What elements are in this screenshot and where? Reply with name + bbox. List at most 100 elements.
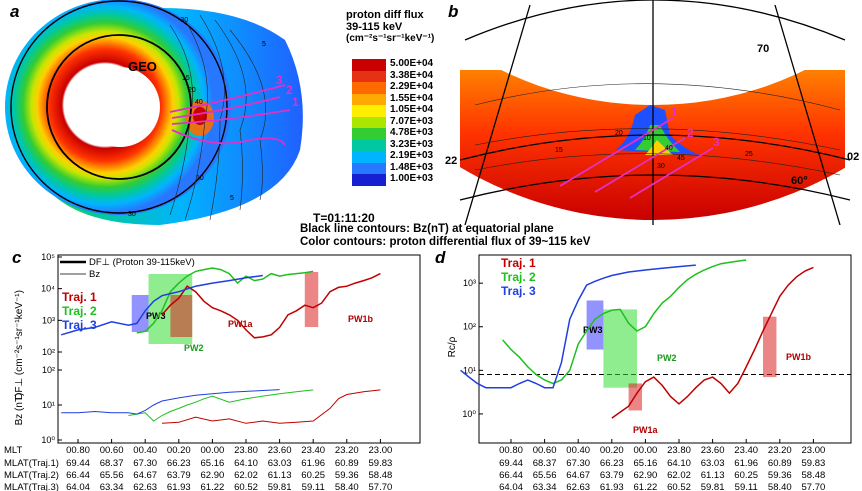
mlt-table-cell: 00.80 [499, 445, 523, 456]
mlt-table-cell: 59.81 [701, 482, 725, 491]
mlt-table-cell: 59.36 [768, 470, 792, 481]
mlt-table-cell: 62.90 [634, 470, 658, 481]
mlt-table-cell: 58.48 [369, 470, 393, 481]
panel-a-label: a [10, 2, 20, 21]
colorbar-tick-label: 7.07E+03 [390, 115, 434, 127]
y-tick-label: 10⁰ [41, 435, 55, 445]
mlt-table-cell: 23.20 [335, 445, 359, 456]
colorbar-tick-label: 3.38E+04 [390, 69, 434, 81]
legend-df-label: DF⊥ (Proton 39-115keV) [89, 257, 195, 268]
trajectory-lines [169, 84, 291, 146]
bz-series-traj-3 [61, 389, 280, 415]
colorbar-tick-label: 1.48E+03 [390, 161, 434, 173]
inner-hole [80, 67, 160, 147]
colorbar-title-line: 39-115 keV [346, 21, 403, 33]
mlt-table-cell: 65.16 [634, 458, 658, 469]
y-axis-label: Rc/ρ [447, 336, 458, 357]
mlt-table-cell: 60.52 [234, 482, 258, 491]
panel-c-chart: c 10² 10³ 10⁴ 10⁵ 10⁰ 10¹ 10² DF⊥ (cm⁻²s⁻¹sr⁻¹ke… [4, 248, 421, 491]
mlt-table-cell: 61.22 [634, 482, 658, 491]
annotation-label: PW3 [583, 325, 603, 335]
geo-label: GEO [128, 59, 157, 74]
a-contour-label: 5 [262, 41, 266, 48]
mlt-table-cell: 66.23 [167, 458, 191, 469]
panel-b-map: 1 2 3 70 60° 22 00 02 15 20 25 30 10 40 … [445, 0, 859, 225]
df-series-traj-1 [161, 272, 381, 339]
b-contour-label: 25 [745, 151, 753, 158]
colorbar-swatch [352, 105, 386, 118]
series-label: Traj. 1 [501, 256, 536, 270]
mlt-table-cell: 00.00 [634, 445, 658, 456]
a-contour-label: 10 [196, 175, 204, 182]
mlt-table-cell: 59.36 [335, 470, 359, 481]
a-contour-label: 40 [195, 99, 203, 106]
a-contour-label: 15 [182, 75, 190, 82]
mlt-table-cell: 62.02 [667, 470, 691, 481]
mlt-row-label: MLAT(Traj.3) [4, 482, 59, 491]
mlt-table-cell: 00.20 [167, 445, 191, 456]
mlt-table-cell: 64.67 [566, 470, 590, 481]
highlight-box [170, 295, 193, 337]
y-tick-label: 10¹ [463, 365, 476, 375]
highlight-box [586, 300, 604, 350]
y-tick-label: 10² [42, 365, 55, 375]
legend-bz-label: Bz [89, 269, 100, 280]
mlt-table-cell: 61.13 [701, 470, 725, 481]
mlt-table-cell: 23.60 [268, 445, 292, 456]
mlt-table-cell: 63.03 [701, 458, 725, 469]
caption-line-1: Black line contours: Bz(nT) at equatoria… [300, 223, 554, 235]
colorbar-tick-label: 1.05E+04 [390, 104, 434, 116]
mlt-table-cell: 23.20 [768, 445, 792, 456]
mlt-table-cell: 58.40 [768, 482, 792, 491]
mlt-table-cell: 69.44 [66, 458, 90, 469]
mlt-table-cell: 64.10 [667, 458, 691, 469]
mlt-table-cell: 64.04 [66, 482, 90, 491]
traj-a-label-1: 1 [292, 95, 299, 109]
panel-d-label: d [435, 248, 446, 267]
mlt-table-cell: 65.56 [100, 470, 124, 481]
mlt-table-cell: 59.83 [369, 458, 393, 469]
outer-circle [10, 0, 228, 214]
series-label: Traj. 1 [62, 290, 97, 304]
colorbar-ticks: 5.00E+04 3.38E+04 2.29E+04 1.55E+04 1.05E+04… [390, 58, 450, 186]
traj-a-label-2: 2 [286, 83, 293, 97]
time-label: T=01:11:20 [313, 211, 375, 225]
y-tick-label: 10¹ [42, 400, 55, 410]
mlt-table-cell: 00.80 [66, 445, 90, 456]
mlt-table-cell: 61.96 [734, 458, 758, 469]
mlt-table-cell: 59.11 [302, 482, 325, 491]
colorbar-title-line: (cm⁻²s⁻¹sr⁻¹keV⁻¹) [346, 33, 435, 44]
colorbar-swatch [352, 128, 386, 141]
upper-y-axis-label: DF⊥ (cm⁻²s⁻¹sr⁻¹keV⁻¹) [14, 290, 25, 400]
lat-label-60: 60° [791, 175, 808, 187]
mlt-table-cell: 57.70 [369, 482, 393, 491]
mlt-table-cell: 62.90 [201, 470, 225, 481]
mlt-table-cell: 66.23 [600, 458, 624, 469]
mlt-table-cell: 00.20 [600, 445, 624, 456]
panel-c-label: c [12, 248, 22, 267]
df-series-traj-3 [60, 274, 263, 336]
mlt-table-cell: 61.93 [600, 482, 624, 491]
colorbar-swatch [352, 139, 386, 152]
colorbar [352, 59, 386, 187]
mlt-table-cell: 63.34 [100, 482, 124, 491]
mlt-table-cell: 61.22 [201, 482, 225, 491]
polar-grid [459, 0, 851, 225]
colorbar-tick-label: 5.00E+04 [390, 58, 434, 69]
traj-a-label-3: 3 [276, 73, 283, 87]
df-series-traj-2 [136, 267, 314, 334]
mlt-table-cell: 63.34 [533, 482, 557, 491]
mlt-table-cell: 23.40 [734, 445, 758, 456]
caption-line-2: Color contours: proton differential flux… [300, 236, 591, 248]
colorbar-tick-label: 2.19E+03 [390, 150, 434, 162]
series-label: Traj. 2 [501, 270, 536, 284]
mlt-table-cell: 58.40 [335, 482, 359, 491]
y-tick-label: 10³ [42, 315, 55, 325]
bz-series-traj-1 [161, 389, 381, 424]
mlt-table-cell: 59.11 [735, 482, 758, 491]
highlight-box [763, 316, 777, 378]
rc-series-traj-2 [502, 259, 747, 385]
mlt-table-cell: 61.96 [301, 458, 325, 469]
traj-b-label-3: 3 [713, 135, 720, 149]
